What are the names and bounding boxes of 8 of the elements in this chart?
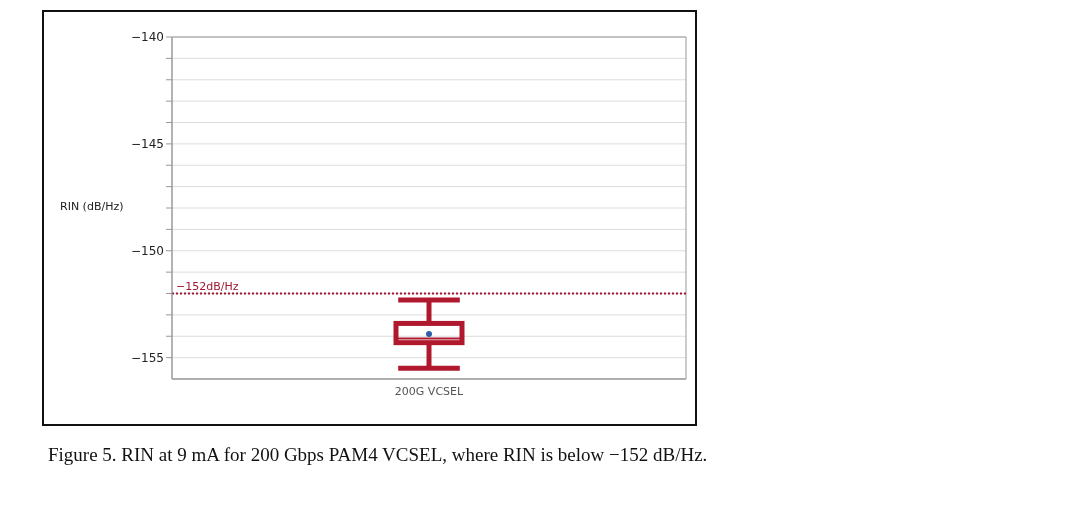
caption: Figure 5. RIN at 9 mA for 200 Gbps PAM4 VCSEL, where RIN is below −152 dB/Hz. <box>48 444 709 466</box>
y-tick-label: −145 <box>131 137 164 152</box>
y-tick-label: −140 <box>131 30 164 45</box>
y-tick-label: −150 <box>131 244 164 259</box>
y-tick-label: −155 <box>131 350 164 365</box>
x-tick-label: 200G VCSEL <box>394 384 465 398</box>
ref-line-label: −152dB/Hz <box>176 279 239 293</box>
y-axis-title: RIN (dB/Hz) <box>60 200 124 213</box>
